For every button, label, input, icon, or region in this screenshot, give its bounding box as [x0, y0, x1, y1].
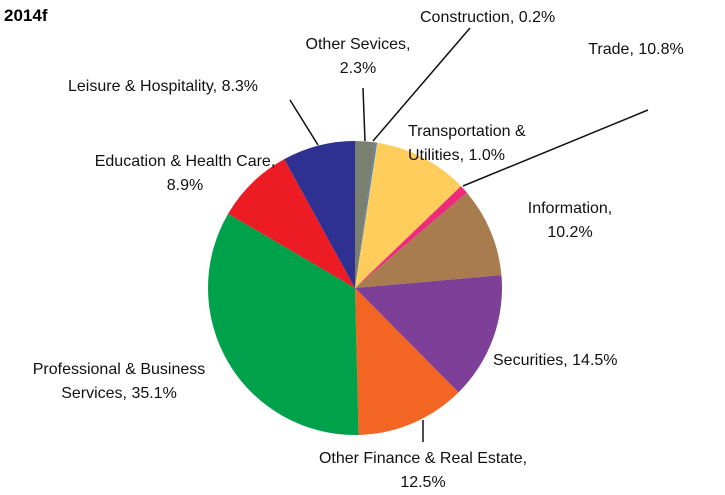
- pie-slice: [284, 141, 355, 288]
- pie-slice: [355, 288, 459, 435]
- value-label: 0.2%: [518, 9, 556, 26]
- value-label: 10.2%: [547, 224, 593, 241]
- value-label: 35.1%: [131, 385, 177, 402]
- value-label: 12.5%: [400, 474, 446, 491]
- slice-label: Education & Health Care, 8.9%: [92, 150, 278, 198]
- slice-label: Other Finance & Real Estate, 12.5%: [318, 447, 528, 495]
- leader-line: [462, 109, 649, 187]
- pie-slice: [355, 275, 502, 393]
- value-label: 1.0%: [468, 147, 505, 164]
- category-label: Other Finance & Real Estate,: [318, 450, 528, 467]
- category-label: Transportation & Utilities,: [408, 123, 526, 164]
- pie-slice: [355, 141, 376, 288]
- category-label: Leisure & Hospitality,: [68, 78, 218, 95]
- pie-slice: [228, 159, 355, 288]
- leader-line: [362, 87, 366, 142]
- category-label: Professional & Business Services,: [32, 361, 206, 402]
- slice-label: Transportation & Utilities, 1.0%: [408, 120, 548, 168]
- pie-slice: [355, 142, 378, 288]
- category-label: Education & Health Care,: [94, 153, 276, 170]
- pie-slice: [355, 186, 467, 288]
- slice-label: Securities, 14.5%: [493, 349, 663, 373]
- slice-label: Professional & Business Services, 35.1%: [8, 358, 230, 406]
- leader-line: [289, 99, 319, 146]
- value-label: 14.5%: [572, 352, 618, 369]
- slice-label: Information, 10.2%: [505, 197, 635, 245]
- category-label: Trade,: [588, 41, 634, 58]
- slice-label: Trade, 10.8%: [566, 38, 706, 62]
- category-label: Other Sevices,: [305, 36, 411, 53]
- slice-label: Other Sevices, 2.3%: [298, 33, 418, 81]
- pie-slice: [355, 192, 502, 288]
- slice-label: Leisure & Hospitality, 8.3%: [68, 75, 318, 99]
- value-label: 2.3%: [339, 60, 377, 77]
- chart-title: 2014f: [4, 6, 48, 25]
- category-label: Securities,: [493, 352, 568, 369]
- value-label: 10.8%: [638, 41, 684, 58]
- leader-line: [372, 27, 471, 142]
- value-label: 8.9%: [166, 177, 204, 194]
- slices: [208, 141, 502, 435]
- category-label: Information,: [527, 200, 613, 217]
- category-label: Construction,: [420, 9, 515, 26]
- value-label: 8.3%: [221, 78, 259, 95]
- pie-slice: [355, 142, 461, 288]
- pie-slice: [208, 213, 359, 435]
- slice-label: Construction, 0.2%: [420, 6, 605, 30]
